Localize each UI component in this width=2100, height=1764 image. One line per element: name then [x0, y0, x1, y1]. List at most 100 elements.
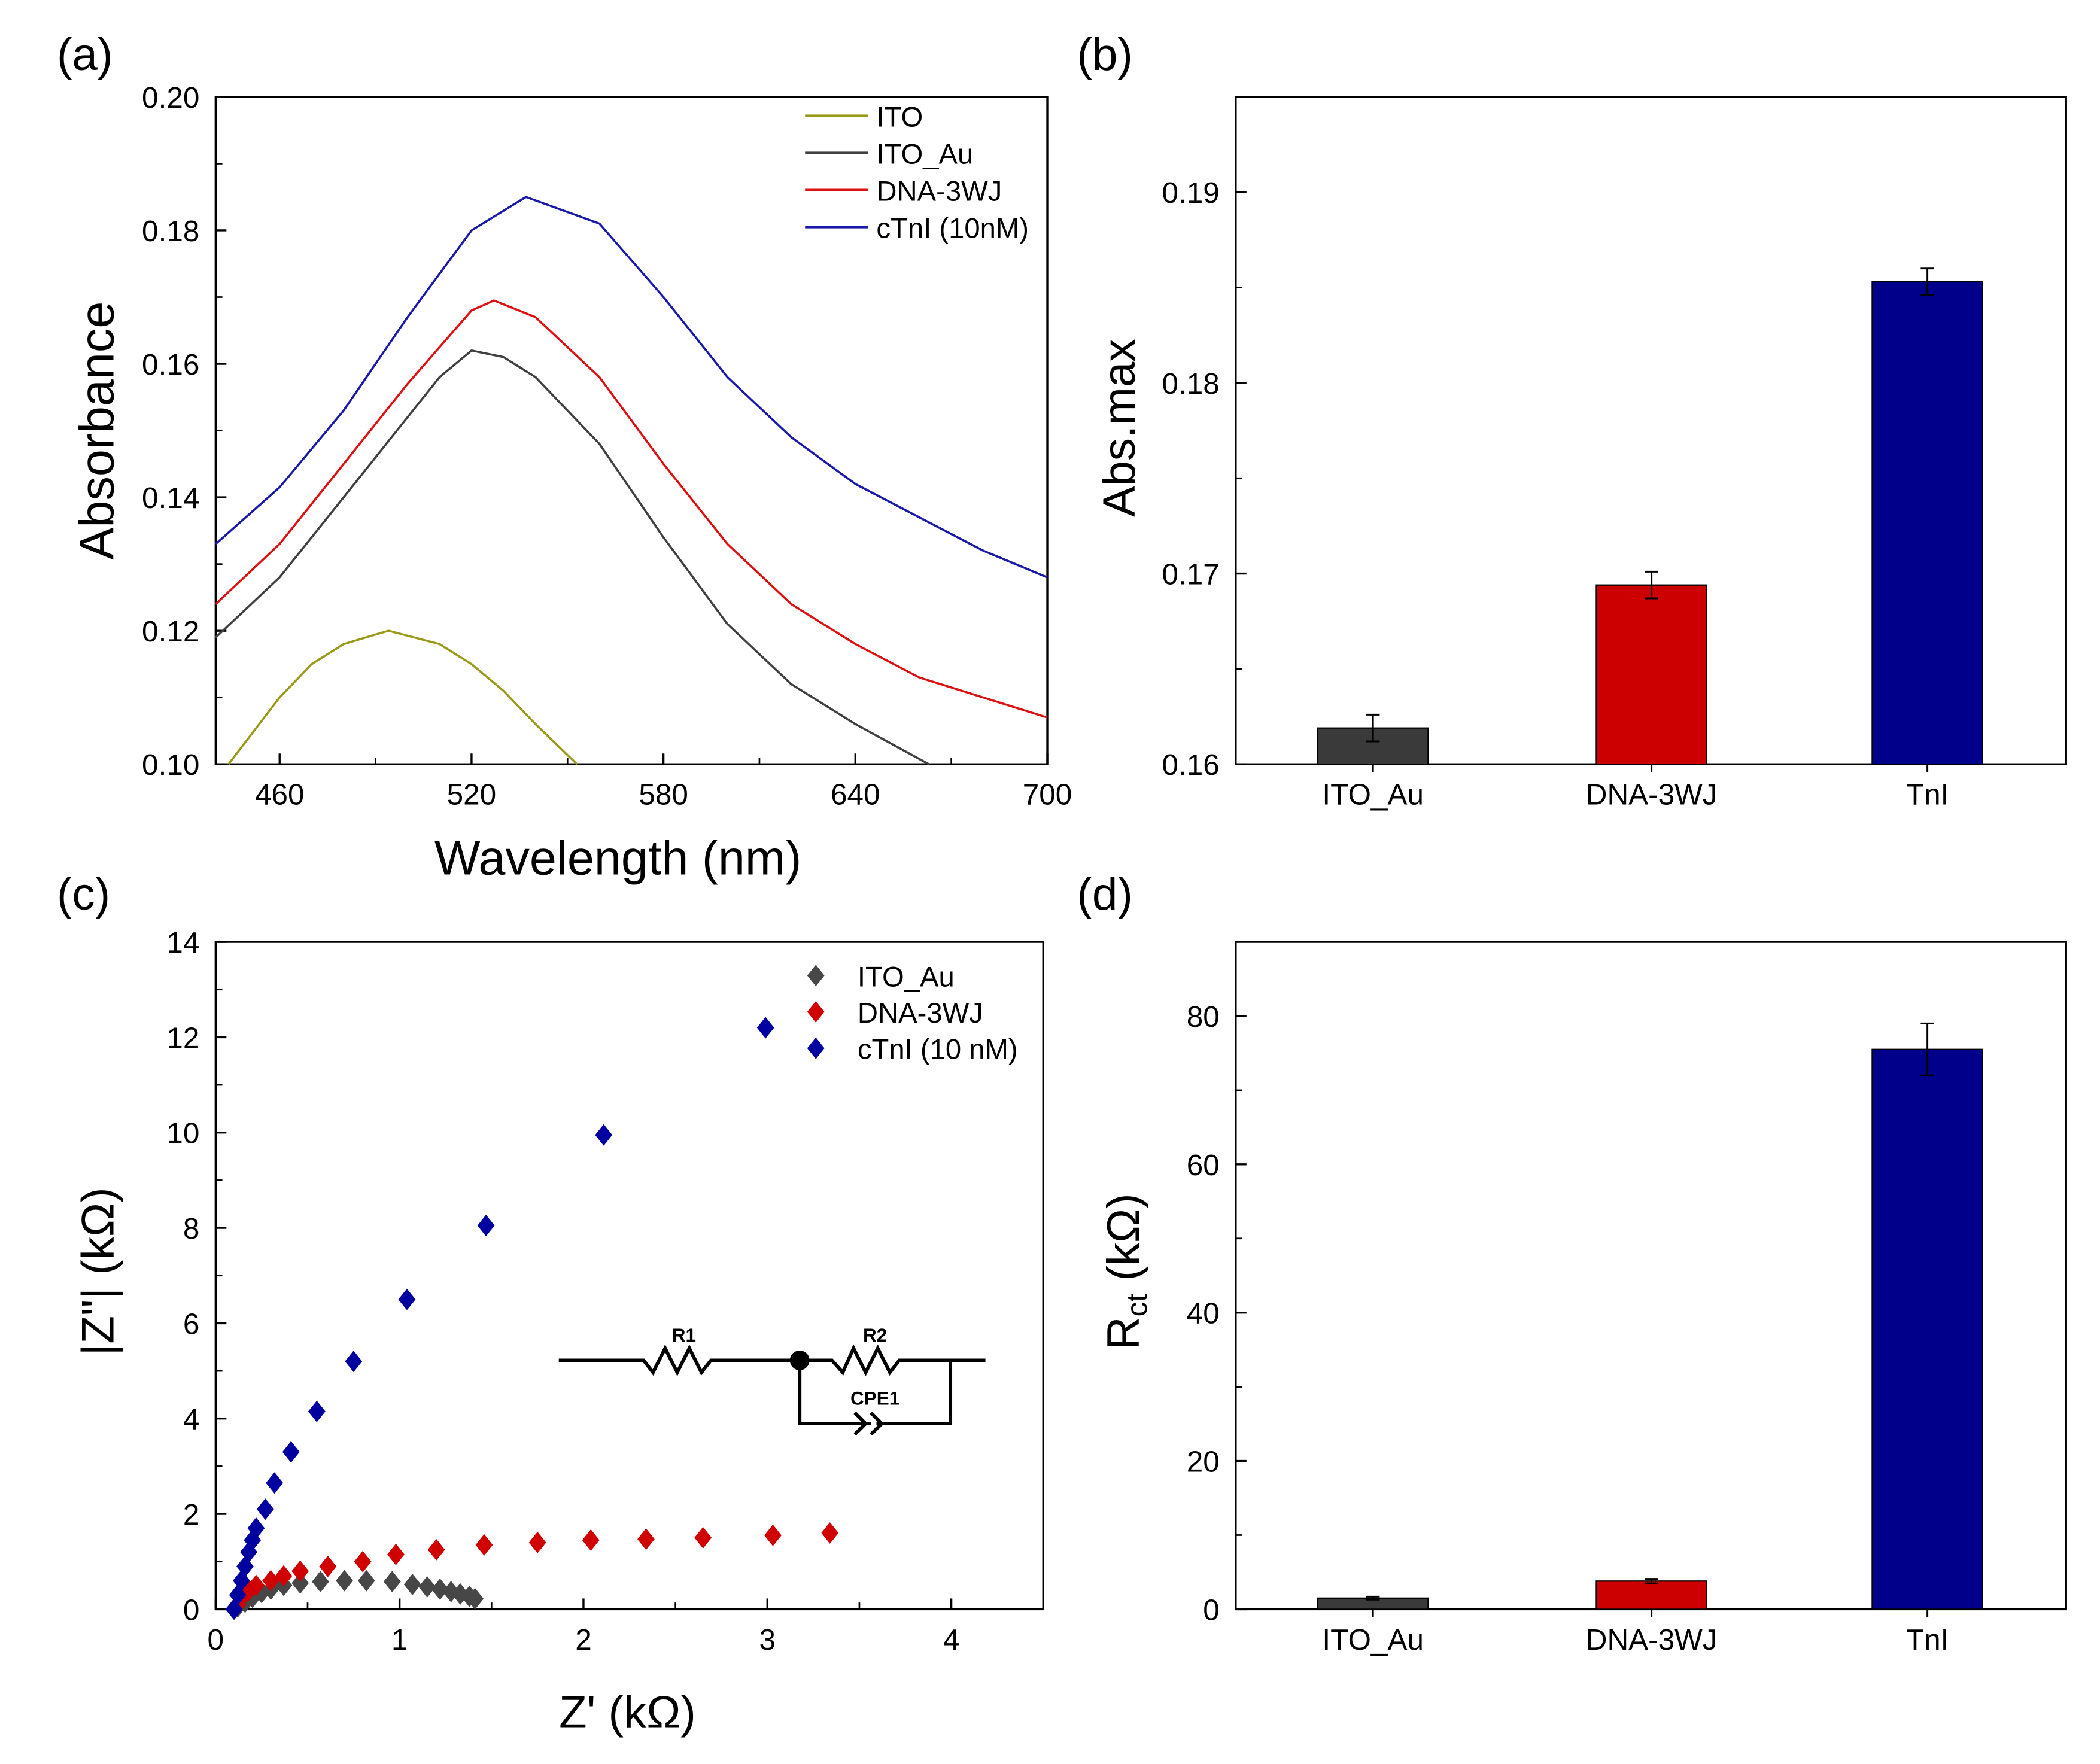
x-tick-label: ITO_Au: [1322, 1623, 1424, 1656]
y-tick-label: 0.17: [1162, 558, 1220, 591]
x-tick-label: 4: [943, 1623, 960, 1656]
legend-label: DNA-3WJ: [876, 176, 1002, 208]
data-point-2: [247, 1517, 265, 1539]
data-point-0: [383, 1571, 401, 1593]
cpe-symbol-left: [853, 1412, 868, 1436]
y-axis-label-unit: (kΩ): [1098, 1193, 1149, 1294]
data-point-1: [582, 1529, 600, 1551]
circuit-label-r2: R2: [863, 1325, 887, 1346]
panel-label-b: (b): [1077, 29, 1132, 80]
data-point-0: [466, 1587, 484, 1610]
legend-marker: [807, 1001, 825, 1023]
x-tick-label: 3: [759, 1623, 776, 1656]
bar-1: [1595, 584, 1707, 765]
y-tick-label: 0.19: [1162, 177, 1220, 209]
y-axis-label: Absorbance: [70, 302, 124, 560]
legend-marker: [807, 965, 825, 987]
y-tick-label: 40: [1187, 1297, 1220, 1330]
x-tick-label: 460: [255, 778, 305, 811]
y-tick-label: 0.12: [142, 615, 199, 648]
y-tick-label: 4: [183, 1403, 200, 1436]
y-tick-label: 0: [183, 1593, 200, 1626]
y-tick-label: 12: [166, 1021, 199, 1054]
x-tick-label: ITO_Au: [1322, 778, 1424, 811]
data-point-0: [357, 1570, 375, 1592]
data-point-2: [282, 1441, 300, 1463]
y-tick-label: 0.16: [142, 348, 199, 381]
legend-label: DNA-3WJ: [858, 997, 983, 1029]
legend-label: ITO_Au: [876, 138, 973, 170]
bar-1: [1595, 1580, 1707, 1610]
x-tick-label: DNA-3WJ: [1586, 778, 1718, 811]
data-point-1: [291, 1560, 309, 1582]
y-axis-label: |Z"| (kΩ): [72, 1187, 123, 1355]
panel-label-c: (c): [57, 869, 110, 920]
legend-label: cTnI (10nM): [876, 213, 1029, 245]
x-tick-label: DNA-3WJ: [1586, 1623, 1718, 1656]
circuit-r1-wire: [558, 1344, 798, 1377]
legend-label: cTnI (10 nM): [858, 1034, 1018, 1066]
y-tick-label: 0.18: [142, 215, 199, 248]
data-point-1: [427, 1538, 445, 1561]
data-point-0: [312, 1571, 329, 1593]
x-tick-label: 1: [391, 1623, 408, 1656]
y-tick-label: 8: [183, 1212, 200, 1245]
panel-label-d: (d): [1077, 869, 1132, 920]
x-tick-label: 520: [447, 778, 497, 811]
data-point-2: [345, 1351, 363, 1373]
circuit-label-r1: R1: [672, 1325, 696, 1346]
data-point-2: [477, 1215, 495, 1237]
data-point-1: [475, 1534, 493, 1556]
y-tick-label: 14: [166, 926, 199, 959]
data-point-2: [398, 1288, 416, 1310]
y-tick-label: 10: [166, 1117, 199, 1150]
bar-2: [1871, 281, 1983, 765]
y-tick-label: 0.10: [142, 749, 199, 781]
cpe-symbol-right: [870, 1412, 885, 1436]
y-tick-label: 0.20: [142, 81, 199, 114]
x-tick-label: 580: [639, 778, 688, 811]
data-point-1: [528, 1531, 546, 1553]
legend-marker: [807, 1037, 825, 1059]
y-tick-label: 20: [1187, 1446, 1220, 1479]
data-point-0: [403, 1573, 421, 1595]
circuit-cpe-branch-right: [876, 1360, 953, 1426]
data-point-1: [354, 1550, 372, 1573]
data-point-2: [256, 1498, 274, 1520]
series-line-0: [227, 629, 578, 765]
y-tick-label: 2: [183, 1498, 200, 1531]
circuit-cpe-branch: [798, 1360, 871, 1426]
legend-label: ITO_Au: [858, 961, 955, 993]
data-point-2: [308, 1400, 326, 1422]
y-axis-label-subscript: ct: [1120, 1294, 1153, 1317]
data-point-1: [319, 1555, 337, 1577]
data-point-0: [336, 1570, 353, 1592]
panel-label-a: (a): [57, 29, 113, 80]
y-tick-label: 80: [1187, 1000, 1220, 1033]
y-axis-label-main: R: [1098, 1316, 1149, 1349]
panel-b-abs-max-bars: 0.16 0.17 0.18 0.19 ITO_Au DNA-3WJ TnI Abs.max: [1094, 96, 2067, 811]
y-axis-label: Rct (kΩ): [1098, 1193, 1153, 1349]
y-tick-label: 0: [1203, 1593, 1220, 1626]
equivalent-circuit-diagram: [558, 1344, 986, 1436]
data-point-2: [595, 1124, 613, 1146]
data-point-2: [756, 1017, 774, 1039]
x-tick-label: 640: [831, 778, 880, 811]
x-axis-label: Wavelength (nm): [434, 832, 801, 886]
x-tick-label: 700: [1023, 778, 1072, 811]
data-point-1: [387, 1543, 405, 1565]
data-point-2: [266, 1472, 284, 1494]
data-point-0: [418, 1576, 436, 1598]
x-tick-label: 2: [575, 1623, 592, 1656]
y-tick-label: 60: [1187, 1149, 1220, 1182]
x-axis-label: Z' (kΩ): [559, 1687, 696, 1738]
panel-a-absorbance-spectra: 0.10 0.12 0.14 0.16 0.18 0.20 460 520 580 640 700 W…: [70, 81, 1072, 886]
data-point-1: [637, 1528, 655, 1550]
data-point-1: [694, 1526, 712, 1549]
series-line-3: [215, 196, 1048, 579]
panel-d-rct-bars: 0 20 40 60 80 ITO_Au DNA-3WJ TnI Rct (kΩ): [1098, 941, 2067, 1656]
data-point-1: [764, 1524, 782, 1546]
circuit-label-cpe1: CPE1: [850, 1388, 899, 1409]
